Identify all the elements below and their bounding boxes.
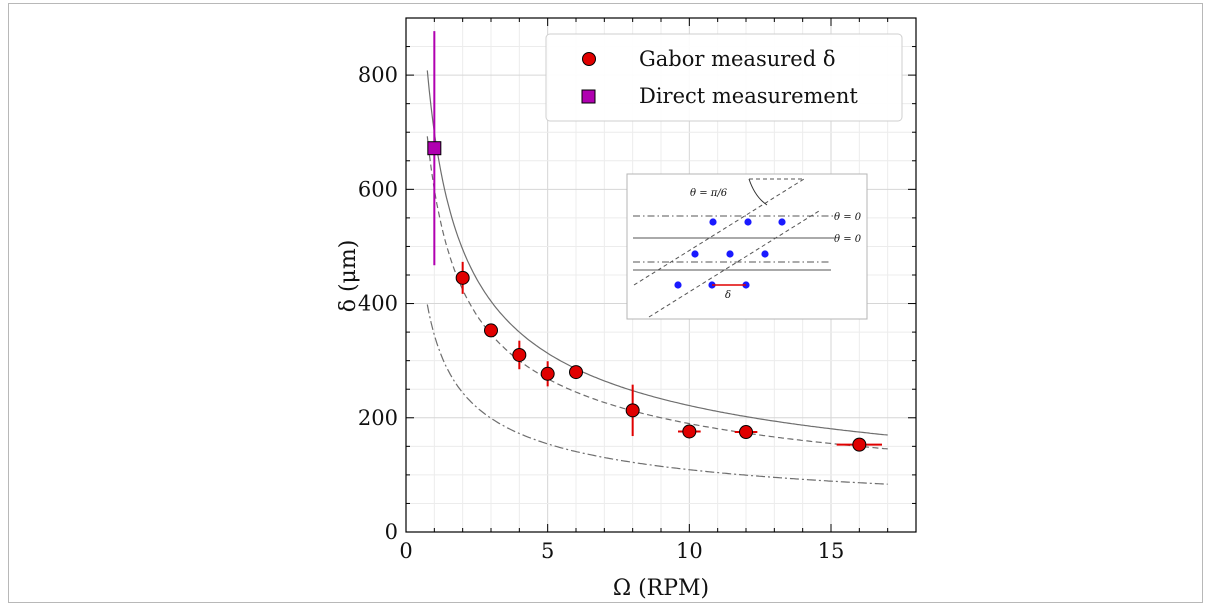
model-curves (426, 70, 888, 485)
y-tick-label: 600 (358, 177, 398, 201)
y-tick-label: 400 (358, 292, 398, 316)
legend: Gabor measured δ Direct measurement (545, 33, 903, 122)
data-points (427, 31, 882, 452)
data-point-gabor (484, 323, 498, 338)
legend-marker-gabor (582, 52, 596, 66)
x-axis-label: Ω (RPM) (613, 576, 709, 601)
curve-dashdot (426, 304, 888, 485)
legend-marker-direct (581, 89, 596, 104)
inset-line-label-1: θ = 0 (834, 212, 862, 223)
inset-line-label-2: θ = 0 (834, 234, 862, 245)
data-point-direct (427, 141, 442, 156)
data-point-gabor (625, 403, 640, 418)
y-axis-label: δ (μm) (336, 240, 361, 313)
legend-label-gabor: Gabor measured δ (639, 47, 836, 71)
chart-svg: 0 5 10 15 0 200 400 600 800 Ω (RPM) δ (μm) Gabor… (336, 17, 917, 601)
x-tick-label: 0 (399, 539, 412, 563)
y-tick-label: 0 (385, 520, 398, 544)
x-tick-label: 10 (676, 539, 703, 563)
data-point-gabor (540, 366, 555, 381)
data-point-gabor (739, 425, 753, 440)
curve-dashed (426, 136, 888, 450)
ticks (405, 17, 917, 533)
inset-spacing-label: δ (725, 290, 731, 301)
data-point-gabor (682, 424, 697, 439)
data-point-gabor (852, 437, 867, 452)
tick-labels: 0 5 10 15 0 200 400 600 800 (358, 63, 844, 563)
data-point-gabor (512, 347, 527, 362)
data-point-gabor (569, 365, 583, 380)
x-tick-label: 15 (818, 539, 845, 563)
figure-frame: 0 5 10 15 0 200 400 600 800 Ω (RPM) δ (μm) Gabor… (8, 3, 1203, 603)
y-tick-label: 200 (358, 406, 398, 430)
y-tick-label: 800 (358, 63, 398, 87)
inset-diagram: θ = π/6 θ = 0 θ = 0 δ (626, 173, 868, 320)
inset-theta-label: θ = π/6 (690, 188, 728, 199)
legend-label-direct: Direct measurement (639, 84, 858, 108)
x-tick-label: 5 (541, 539, 554, 563)
data-point-gabor (455, 270, 470, 285)
curve-solid (426, 70, 888, 436)
